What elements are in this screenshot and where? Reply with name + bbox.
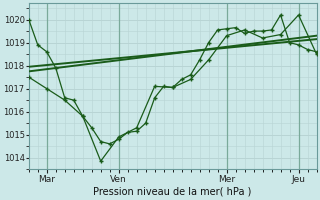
X-axis label: Pression niveau de la mer( hPa ): Pression niveau de la mer( hPa ) — [93, 187, 252, 197]
